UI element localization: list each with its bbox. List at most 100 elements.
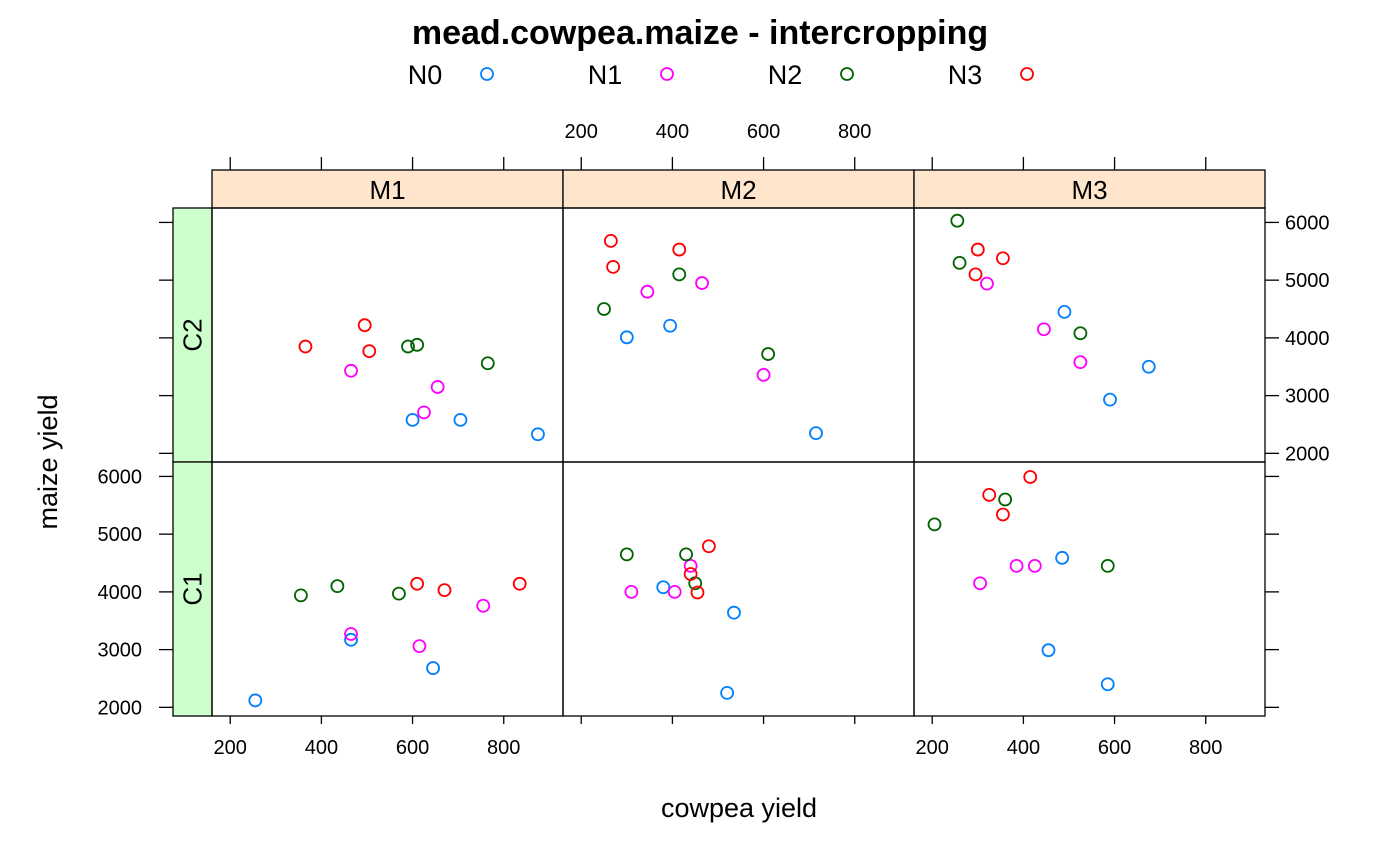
y-tick-label: 4000: [98, 582, 143, 604]
point-N1: [344, 363, 358, 378]
x-tick-label-top: 200: [565, 121, 598, 143]
legend-label-N0: N0: [408, 60, 443, 90]
chart-title: mead.cowpea.maize - intercropping: [412, 14, 988, 52]
strip-label-C1: C1: [178, 572, 208, 605]
point-N3: [672, 242, 687, 257]
panels: M1 M2 M3 C2 C1: [172, 169, 1266, 717]
point-N0: [809, 426, 823, 441]
point-N3: [362, 344, 377, 359]
point-N3: [690, 585, 705, 600]
point-N1: [695, 276, 709, 290]
point-N2: [1100, 559, 1115, 573]
point-N0: [1141, 359, 1156, 374]
y-tick-label-right: 4000: [1285, 328, 1330, 350]
point-N1: [1009, 559, 1024, 573]
point-N0: [727, 605, 741, 620]
point-N2: [401, 339, 415, 354]
y-tick-label-right: 2000: [1285, 443, 1330, 465]
point-N3: [995, 507, 1010, 522]
point-N0: [1100, 677, 1115, 692]
point-N3: [701, 539, 716, 554]
point-N2: [391, 586, 406, 601]
point-N0: [531, 427, 545, 442]
point-N1: [667, 584, 682, 599]
y-tick-label: 6000: [98, 466, 143, 488]
point-N0: [656, 580, 671, 595]
point-N2: [679, 547, 693, 562]
point-N2: [952, 255, 967, 270]
strip-C1: [172, 461, 213, 717]
point-N1: [1027, 559, 1042, 573]
point-N0: [344, 632, 358, 647]
point-N2: [410, 337, 425, 352]
x-tick-label: 200: [214, 737, 247, 759]
x-tick-label-top: 600: [747, 121, 780, 143]
point-N1: [980, 276, 994, 291]
x-tick-label: 800: [487, 737, 520, 759]
point-N2: [998, 492, 1013, 507]
point-N3: [410, 576, 425, 591]
y-tick-label: 3000: [98, 640, 143, 662]
legend: N0 N1 N2 N3: [408, 60, 1034, 90]
point-N1: [756, 367, 771, 382]
strip-M2: [562, 169, 915, 209]
point-N3: [298, 339, 313, 354]
x-tick-label: 400: [1007, 737, 1040, 759]
panel-M3-C1: [913, 461, 1266, 717]
point-N2: [480, 356, 495, 371]
point-N0: [619, 330, 634, 345]
panel-M2-C1: [562, 461, 915, 717]
point-N3: [683, 567, 698, 581]
point-N3: [357, 318, 372, 333]
legend-marker-N0: [480, 67, 494, 81]
point-N1: [430, 380, 445, 394]
panel-M3-C2: [913, 207, 1266, 463]
point-N2: [330, 579, 345, 594]
legend-marker-N3: [1020, 67, 1034, 81]
point-N1: [1037, 322, 1051, 337]
point-N2: [950, 213, 965, 228]
point-N2: [672, 267, 687, 282]
x-tick-label: 200: [916, 737, 949, 759]
point-N2: [1073, 326, 1088, 341]
point-N1: [417, 405, 431, 420]
point-N1: [640, 284, 655, 299]
point-N1: [624, 584, 639, 599]
point-N0: [248, 693, 263, 708]
legend-label-N2: N2: [768, 60, 803, 90]
panel-M2-C2: [562, 207, 915, 463]
point-N3: [512, 576, 527, 591]
x-tick-label-top: 400: [656, 121, 689, 143]
point-N3: [606, 259, 621, 274]
y-tick-label: 2000: [98, 697, 143, 719]
point-N2: [597, 302, 611, 316]
x-axis-label: cowpea yield: [661, 793, 817, 823]
strip-label-M2: M2: [720, 175, 756, 205]
point-N1: [476, 598, 491, 613]
legend-label-N1: N1: [588, 60, 623, 90]
point-N0: [720, 686, 735, 700]
strip-label-M1: M1: [369, 175, 405, 205]
point-N1: [344, 627, 358, 641]
point-N2: [927, 517, 942, 532]
x-tick-label: 600: [1098, 737, 1131, 759]
strip-M1: [211, 169, 564, 209]
point-N2: [293, 588, 308, 603]
point-N2: [619, 547, 634, 562]
point-N3: [437, 583, 452, 598]
point-N1: [412, 639, 427, 654]
y-tick-label-right: 3000: [1285, 386, 1330, 408]
panel-M1-C2: [211, 207, 564, 463]
point-N3: [968, 267, 983, 282]
point-N3: [603, 234, 618, 248]
point-N0: [426, 661, 440, 675]
point-N1: [683, 559, 698, 573]
y-axis-label: maize yield: [33, 394, 63, 529]
legend-label-N3: N3: [948, 60, 983, 90]
point-N3: [1023, 470, 1038, 484]
y-tick-label: 5000: [98, 524, 143, 546]
x-tick-label: 600: [396, 737, 429, 759]
point-N1: [973, 576, 987, 591]
x-tick-label: 400: [305, 737, 338, 759]
